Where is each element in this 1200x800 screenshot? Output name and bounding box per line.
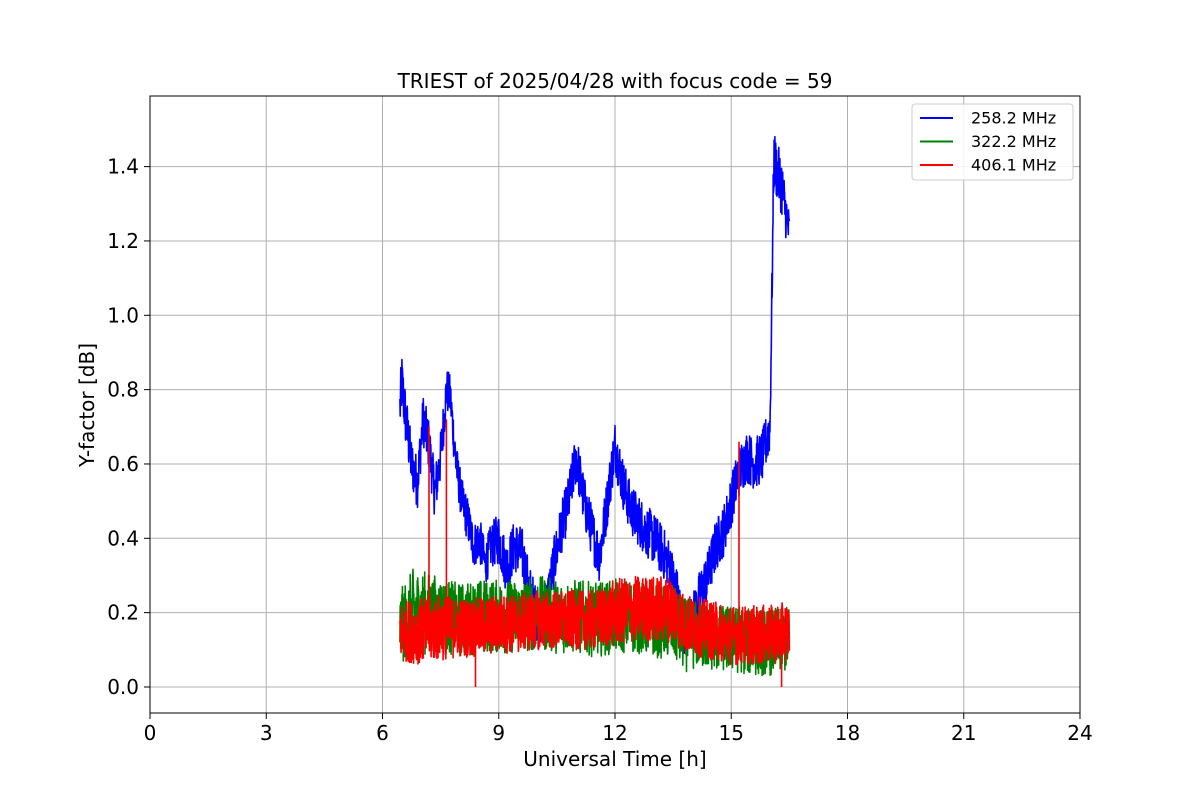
y-tick-label: 0.6 — [107, 452, 139, 476]
legend-label: 258.2 MHz — [971, 109, 1056, 128]
series-layer — [399, 135, 791, 687]
y-axis-title: Y-factor [dB] — [75, 343, 99, 468]
x-tick-label: 9 — [492, 721, 505, 745]
y-tick-label: 0.4 — [107, 526, 139, 550]
x-tick-label: 3 — [260, 721, 273, 745]
y-tick-label: 1.0 — [107, 303, 139, 327]
x-tick-label: 15 — [719, 721, 744, 745]
legend-label: 322.2 MHz — [971, 132, 1056, 151]
y-tick-label: 0.8 — [107, 378, 139, 402]
y-tick-label: 1.2 — [107, 229, 139, 253]
x-tick-label: 6 — [376, 721, 389, 745]
y-tick-label: 1.4 — [107, 155, 139, 179]
legend-box — [911, 103, 1074, 181]
x-tick-label: 24 — [1067, 721, 1092, 745]
x-tick-label: 0 — [144, 721, 157, 745]
y-tick-label: 0.0 — [107, 675, 139, 699]
y-tick-label: 0.2 — [107, 601, 139, 625]
x-tick-label: 18 — [835, 721, 860, 745]
x-tick-label: 21 — [951, 721, 976, 745]
series-line-3 — [399, 419, 791, 687]
x-axis-title: Universal Time [h] — [523, 747, 706, 771]
series-line-1 — [399, 135, 791, 654]
legend: 258.2 MHz 322.2 MHz 406.1 MHz — [911, 103, 1074, 181]
tick-layer: 0 3 6 9 12 15 18 21 24 0.0 0.2 0.4 0.6 0.8 1.0 1.2 1.4 — [107, 155, 1093, 745]
legend-label: 406.1 MHz — [971, 156, 1056, 175]
x-tick-label: 12 — [602, 721, 627, 745]
chart-title: TRIEST of 2025/04/28 with focus code = 5… — [397, 69, 833, 93]
